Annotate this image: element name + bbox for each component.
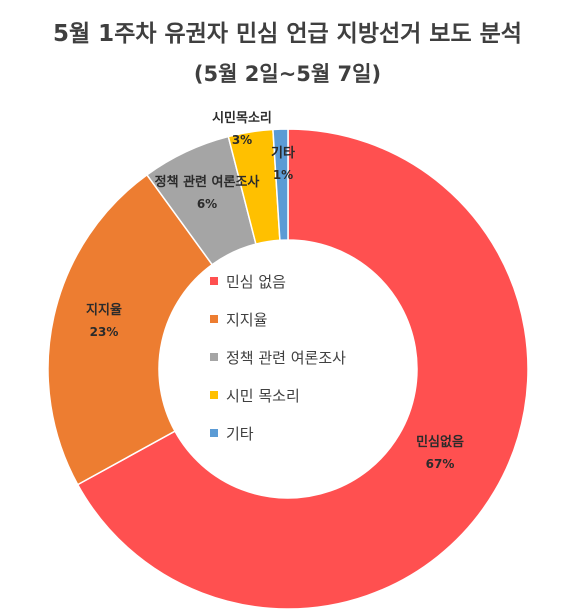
legend-item: 민심 없음 xyxy=(210,262,390,300)
donut-slice xyxy=(47,173,214,486)
legend-label: 정책 관련 여론조사 xyxy=(226,348,346,367)
slice-label: 시민목소리 xyxy=(212,110,272,126)
legend-label: 민심 없음 xyxy=(226,272,286,291)
slice-value-label: 3% xyxy=(232,133,252,147)
legend-swatch xyxy=(210,391,218,399)
slice-label: 지지율 xyxy=(86,302,122,318)
legend-item: 지지율 xyxy=(210,300,390,338)
legend-swatch xyxy=(210,429,218,437)
donut-slice xyxy=(272,128,289,242)
slice-value-label: 23% xyxy=(90,325,119,339)
slice-label: 기타 xyxy=(271,145,295,161)
legend-item: 시민 목소리 xyxy=(210,376,390,414)
legend-item: 기타 xyxy=(210,414,390,452)
legend-label: 기타 xyxy=(226,424,254,443)
legend-swatch xyxy=(210,315,218,323)
legend-label: 시민 목소리 xyxy=(226,386,300,405)
slice-label: 민심없음 xyxy=(416,434,464,450)
legend: 민심 없음 지지율 정책 관련 여론조사 시민 목소리 기타 xyxy=(210,262,390,452)
slice-value-label: 6% xyxy=(197,197,217,211)
slice-value-label: 1% xyxy=(273,168,293,182)
legend-swatch xyxy=(210,277,218,285)
slice-label: 정책 관련 여론조사 xyxy=(155,174,260,190)
legend-label: 지지율 xyxy=(226,310,268,329)
legend-item: 정책 관련 여론조사 xyxy=(210,338,390,376)
slice-value-label: 67% xyxy=(426,457,455,471)
donut-slice xyxy=(76,128,529,610)
chart-subtitle: (5월 2일~5월 7일) xyxy=(193,62,382,86)
legend-swatch xyxy=(210,353,218,361)
chart-title: 5월 1주차 유권자 민심 언급 지방선거 보도 분석 xyxy=(53,21,522,47)
